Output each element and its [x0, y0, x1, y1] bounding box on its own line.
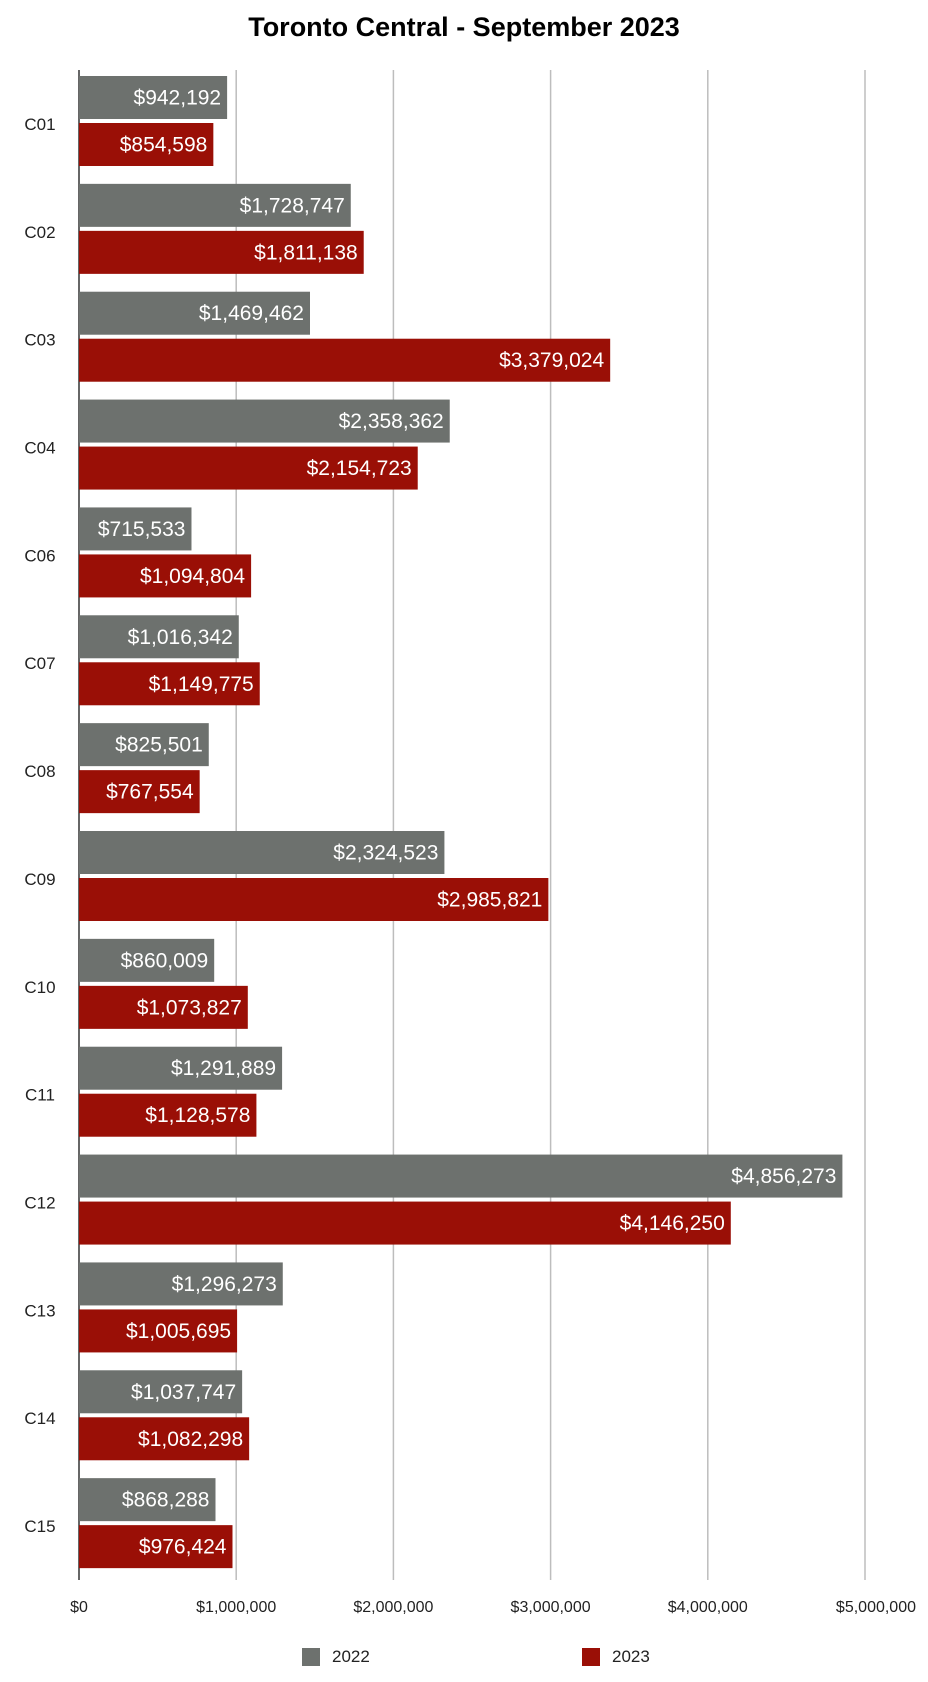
- data-label: $715,533: [98, 518, 186, 541]
- bar-2022: [79, 1154, 843, 1198]
- x-tick-label: $4,000,000: [668, 1599, 748, 1616]
- data-label: $976,424: [139, 1536, 227, 1559]
- category-label: C13: [24, 1301, 55, 1320]
- legend-swatch-2022: [302, 1648, 320, 1666]
- bar-2022: [79, 183, 351, 227]
- legend-label-2023: 2023: [612, 1647, 650, 1666]
- bars: [79, 76, 843, 1569]
- data-label: $1,073,827: [137, 996, 242, 1019]
- bar-2022: [79, 615, 239, 659]
- data-label: $1,037,747: [131, 1381, 236, 1404]
- category-label: C01: [24, 115, 55, 134]
- category-label: C06: [24, 546, 55, 565]
- data-label: $4,146,250: [620, 1212, 725, 1235]
- category-label: C12: [24, 1194, 55, 1213]
- data-label: $1,728,747: [240, 194, 345, 217]
- data-label: $1,296,273: [172, 1273, 277, 1296]
- bar-2023: [79, 1417, 250, 1461]
- data-label: $854,598: [120, 134, 208, 157]
- data-label: $2,985,821: [437, 889, 542, 912]
- bar-2022: [79, 1046, 283, 1090]
- data-label: $825,501: [115, 734, 203, 757]
- bar-2023: [79, 662, 260, 706]
- x-tick-label: $0: [70, 1599, 88, 1616]
- bar-2022: [79, 723, 209, 767]
- category-label: C10: [24, 978, 55, 997]
- data-label: $2,358,362: [339, 410, 444, 433]
- category-label: C15: [24, 1517, 55, 1536]
- data-label: $1,149,775: [149, 673, 254, 696]
- data-label: $2,154,723: [307, 457, 412, 480]
- bar-2023: [79, 1201, 731, 1245]
- bar-2022: [79, 507, 192, 551]
- bar-2023: [79, 985, 248, 1029]
- category-label: C14: [24, 1409, 55, 1428]
- labels: $0 $1,000,000 $2,000,000 $3,000,000 $4,000,0…: [24, 87, 916, 1617]
- bar-2022: [79, 1478, 216, 1522]
- data-label: $4,856,273: [731, 1165, 836, 1188]
- bar-2023: [79, 1093, 257, 1137]
- data-label: $2,324,523: [333, 842, 438, 865]
- bar-2022: [79, 291, 310, 335]
- x-tick-label: $5,000,000: [836, 1599, 916, 1616]
- legend-item-2023: 2023: [582, 1647, 650, 1667]
- category-label: C02: [24, 223, 55, 242]
- data-label: $1,128,578: [145, 1104, 250, 1127]
- bar-2022: [79, 1370, 243, 1414]
- data-label: $767,554: [106, 781, 194, 804]
- bar-2023: [79, 1309, 238, 1353]
- bar-2022: [79, 938, 215, 982]
- bar-2022: [79, 399, 450, 443]
- data-label: $1,469,462: [199, 302, 304, 325]
- bar-2023: [79, 446, 418, 490]
- legend-swatch-2023: [582, 1648, 600, 1666]
- data-label: $942,192: [134, 87, 222, 110]
- data-label: $1,291,889: [171, 1057, 276, 1080]
- bar-2022: [79, 831, 445, 874]
- data-label: $868,288: [122, 1489, 210, 1512]
- data-label: $1,005,695: [126, 1320, 231, 1343]
- data-label: $3,379,024: [499, 349, 604, 372]
- legend-item-2022: 2022: [302, 1647, 370, 1667]
- x-tick-label: $1,000,000: [196, 1599, 276, 1616]
- category-label: C09: [24, 870, 55, 889]
- bar-2022: [79, 1262, 283, 1306]
- bar-2023: [79, 878, 549, 921]
- chart-title: Toronto Central - September 2023: [248, 12, 680, 42]
- x-tick-label: $3,000,000: [511, 1599, 591, 1616]
- bar-2023: [79, 554, 252, 598]
- bar-2023: [79, 770, 200, 814]
- bar-2023: [79, 1525, 233, 1569]
- bar-2023: [79, 123, 214, 166]
- data-label: $1,811,138: [254, 241, 358, 264]
- category-label: C03: [24, 331, 55, 350]
- legend: 2022 2023: [0, 1647, 928, 1671]
- legend-label-2022: 2022: [332, 1647, 370, 1666]
- bar-2023: [79, 338, 611, 382]
- data-label: $1,094,804: [140, 565, 245, 588]
- bar-2023: [79, 230, 364, 274]
- data-label: $1,016,342: [128, 626, 233, 649]
- category-label: C04: [24, 439, 55, 458]
- category-label: C07: [24, 654, 55, 673]
- data-label: $1,082,298: [138, 1428, 243, 1451]
- category-label: C11: [25, 1086, 55, 1105]
- x-tick-label: $2,000,000: [353, 1599, 433, 1616]
- bar-2022: [79, 76, 228, 119]
- data-label: $860,009: [121, 949, 209, 972]
- category-label: C08: [24, 762, 55, 781]
